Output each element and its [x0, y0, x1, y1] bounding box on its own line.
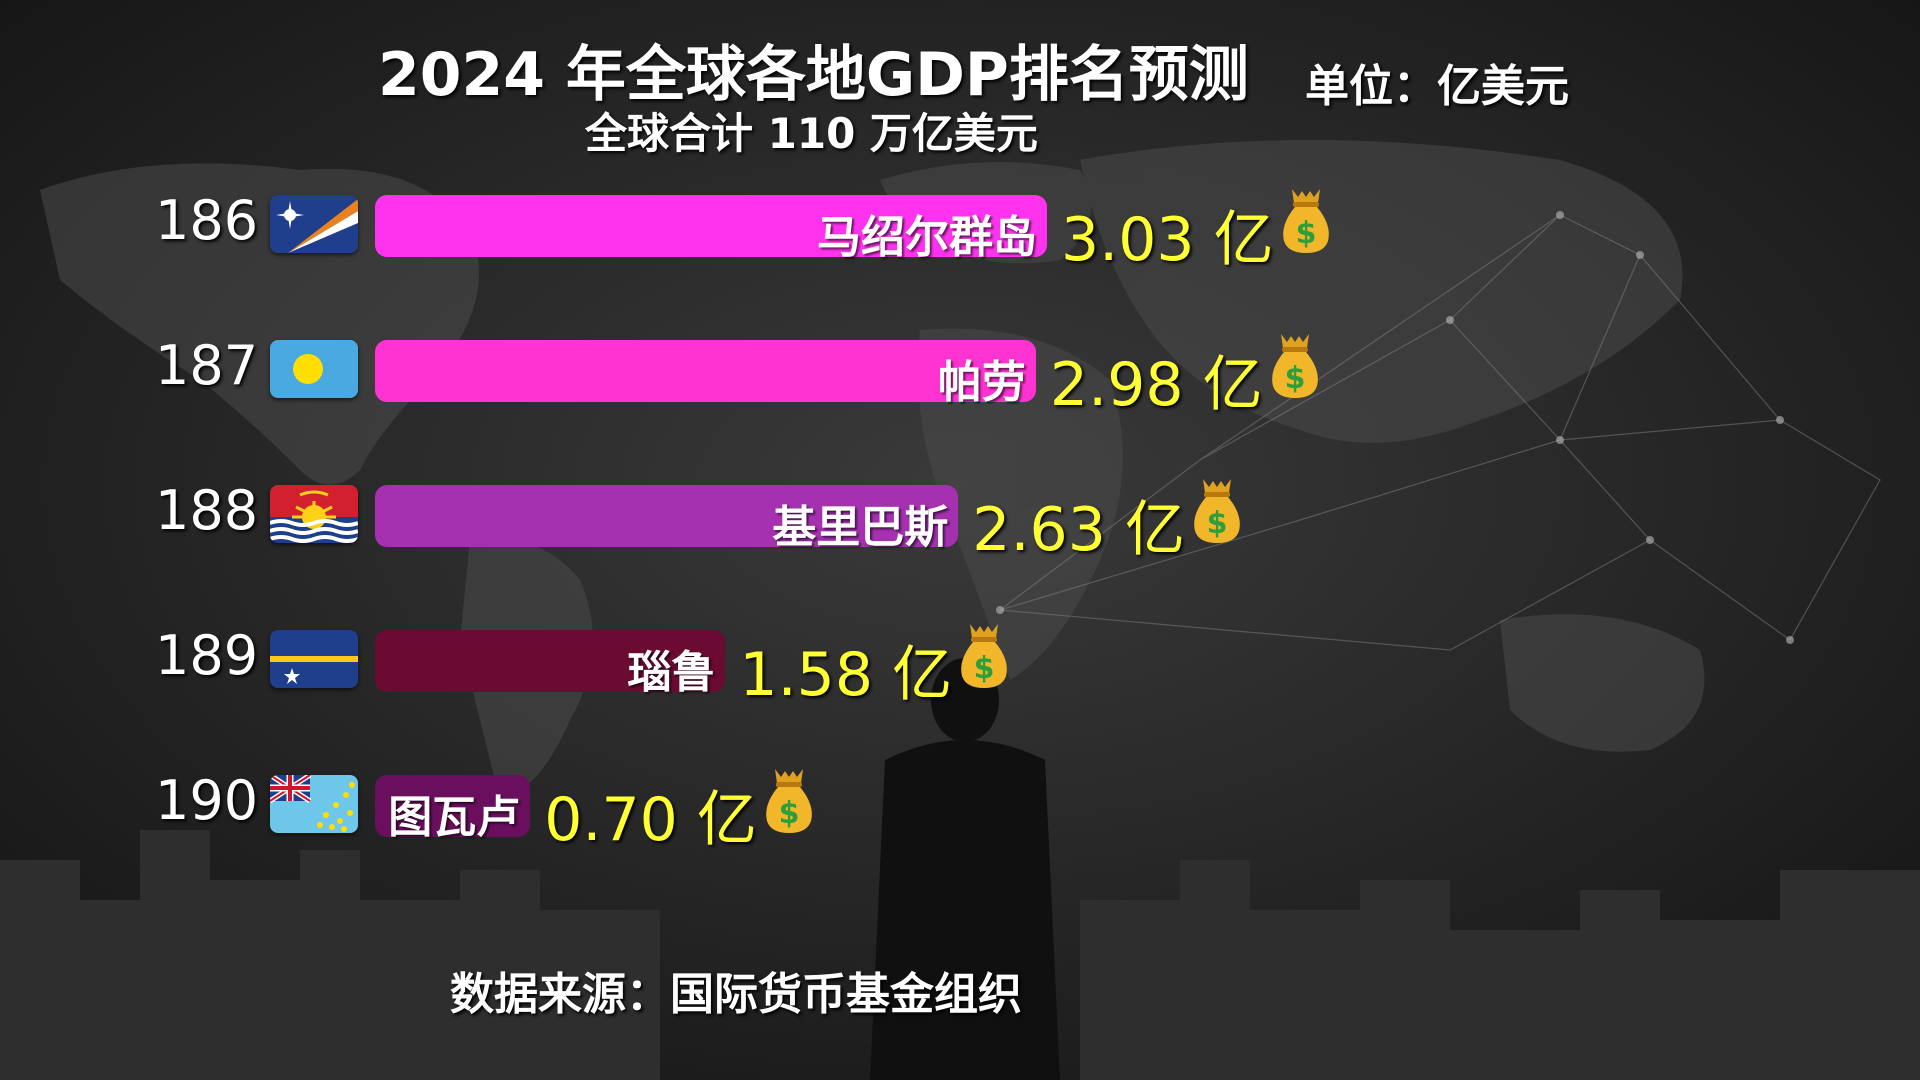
bar: 瑙鲁	[375, 630, 726, 698]
svg-text:$: $	[779, 796, 800, 831]
bar: 马绍尔群岛	[375, 195, 1047, 263]
svg-text:$: $	[974, 651, 995, 686]
unit-label: 单位：亿美元	[1305, 61, 1569, 112]
rank-label: 189	[155, 624, 259, 687]
money-bag-icon: $	[761, 765, 817, 835]
value-label: 0.70 亿	[544, 785, 757, 855]
country-label: 基里巴斯	[772, 502, 949, 553]
palau-flag	[270, 340, 358, 398]
value-label: 3.03 亿	[1061, 205, 1274, 275]
bar-row: 189 瑙鲁 1.58 亿 $	[0, 620, 1920, 710]
header: 2024 年全球各地GDP排名预测 单位：亿美元 全球合计 110 万亿美元	[0, 0, 1920, 160]
kiribati-flag	[270, 485, 358, 543]
bar-row: 187 帕劳 2.98 亿 $	[0, 330, 1920, 420]
country-label: 马绍尔群岛	[817, 212, 1037, 263]
svg-text:$: $	[1284, 361, 1305, 396]
bar-row: 190 图瓦卢 0.70 亿 $	[0, 765, 1920, 855]
country-label: 瑙鲁	[627, 647, 716, 698]
bar-row: 186 马绍尔群岛 3.03 亿 $	[0, 185, 1920, 275]
marshall-islands-flag	[270, 195, 358, 253]
rank-label: 190	[155, 769, 259, 832]
money-bag-icon: $	[1267, 330, 1323, 400]
tuvalu-flag	[270, 775, 358, 833]
value-label: 1.58 亿	[739, 640, 953, 710]
money-bag-icon: $	[956, 620, 1012, 690]
bar: 基里巴斯	[375, 485, 959, 553]
value-label: 2.98 亿	[1049, 350, 1263, 420]
rank-label: 186	[155, 189, 259, 252]
bar: 帕劳	[375, 340, 1036, 408]
svg-text:$: $	[1296, 216, 1317, 251]
bar: 图瓦卢	[375, 775, 531, 843]
chart-subtitle: 全球合计 110 万亿美元	[585, 109, 1038, 158]
value-label: 2.63 亿	[972, 495, 1185, 565]
country-label: 帕劳	[937, 357, 1026, 408]
rank-label: 187	[155, 334, 259, 397]
nauru-flag	[270, 630, 358, 688]
svg-text:$: $	[1207, 506, 1228, 541]
money-bag-icon: $	[1278, 185, 1334, 255]
chart-title: 2024 年全球各地GDP排名预测	[378, 40, 1249, 110]
bar-row: 188 基里巴斯 2.63 亿 $	[0, 475, 1920, 565]
rank-label: 188	[155, 479, 259, 542]
money-bag-icon: $	[1189, 475, 1245, 545]
data-source-label: 数据来源：国际货币基金组织	[450, 969, 1022, 1020]
country-label: 图瓦卢	[388, 792, 521, 843]
